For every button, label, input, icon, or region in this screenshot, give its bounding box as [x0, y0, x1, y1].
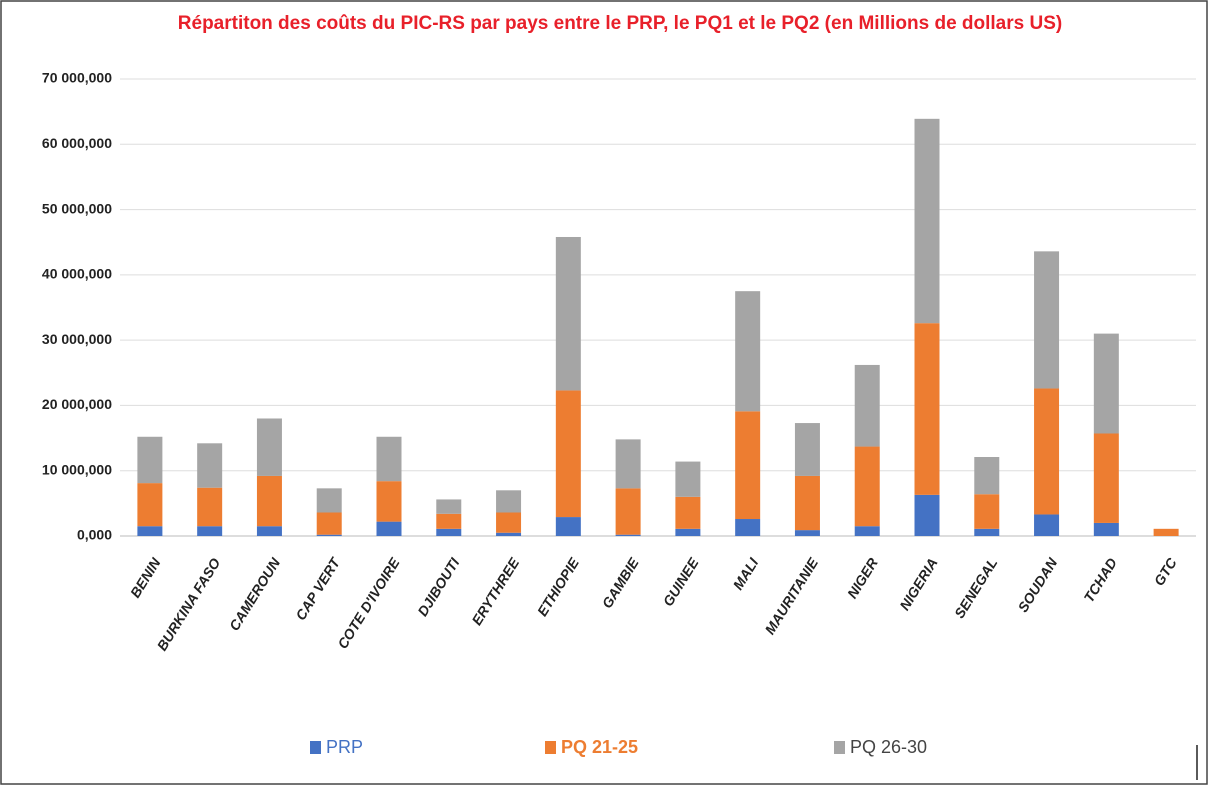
- bar-segment: [1093, 433, 1119, 523]
- bar-segment: [496, 490, 522, 513]
- bar-segment: [376, 521, 402, 536]
- bar-segment: [137, 526, 163, 536]
- bar-segment: [615, 439, 641, 489]
- bar-segment: [197, 526, 223, 536]
- y-tick-label: 10 000,000: [42, 461, 112, 477]
- y-tick-label: 70 000,000: [42, 70, 112, 86]
- bar-segment: [436, 499, 462, 514]
- bar-segment: [974, 528, 1000, 536]
- bar-segment: [854, 446, 880, 527]
- bar-segment: [197, 487, 223, 527]
- bar-segment: [615, 488, 641, 535]
- bar-segment: [974, 494, 1000, 529]
- bar-segment: [555, 236, 581, 391]
- y-tick-label: 20 000,000: [42, 396, 112, 412]
- legend-swatch: [834, 741, 845, 754]
- legend-swatch: [545, 741, 556, 754]
- bar-segment: [675, 496, 701, 529]
- bar-segment: [675, 528, 701, 536]
- bar-segment: [316, 534, 342, 536]
- legend-label: PQ 26-30: [850, 737, 927, 757]
- bar-segment: [555, 390, 581, 518]
- bar-segment: [735, 411, 761, 520]
- bar-segment: [1034, 388, 1060, 515]
- bar-segment: [376, 481, 402, 522]
- bar-segment: [1093, 522, 1119, 536]
- legend-label: PQ 21-25: [561, 737, 638, 757]
- bar-segment: [496, 512, 522, 533]
- bar-segment: [256, 526, 282, 536]
- y-tick-label: 30 000,000: [42, 331, 112, 347]
- bar-segment: [1034, 251, 1060, 389]
- legend-swatch: [310, 741, 321, 754]
- bar-segment: [436, 513, 462, 529]
- bar-segment: [914, 118, 940, 324]
- chart-title: Répartiton des coûts du PIC-RS par pays …: [178, 13, 1062, 34]
- y-tick-label: 0,000: [77, 527, 112, 543]
- bar-segment: [256, 418, 282, 476]
- bar-segment: [1093, 333, 1119, 434]
- bar-segment: [376, 436, 402, 482]
- bar-segment: [137, 436, 163, 484]
- bar-segment: [914, 494, 940, 536]
- bar-segment: [436, 528, 462, 536]
- bar-segment: [496, 532, 522, 536]
- bar-segment: [794, 475, 820, 531]
- bar-segment: [735, 291, 761, 412]
- bar-segment: [316, 512, 342, 535]
- bar-segment: [256, 475, 282, 527]
- bar-segment: [1034, 514, 1060, 536]
- bar-segment: [1153, 528, 1179, 536]
- bar-segment: [735, 519, 761, 536]
- y-tick-label: 60 000,000: [42, 135, 112, 151]
- bar-segment: [316, 488, 342, 513]
- legend-label: PRP: [326, 737, 363, 757]
- bar-segment: [974, 457, 1000, 495]
- bar-segment: [914, 323, 940, 495]
- bar-segment: [854, 364, 880, 447]
- y-tick-label: 40 000,000: [42, 266, 112, 282]
- bar-segment: [854, 526, 880, 536]
- bar-segment: [137, 483, 163, 527]
- bar-segment: [794, 423, 820, 476]
- bar-segment: [675, 461, 701, 497]
- bar-segment: [794, 530, 820, 536]
- bar-segment: [615, 534, 641, 536]
- bar-segment: [197, 443, 223, 488]
- bar-segment: [555, 517, 581, 536]
- y-tick-label: 50 000,000: [42, 200, 112, 216]
